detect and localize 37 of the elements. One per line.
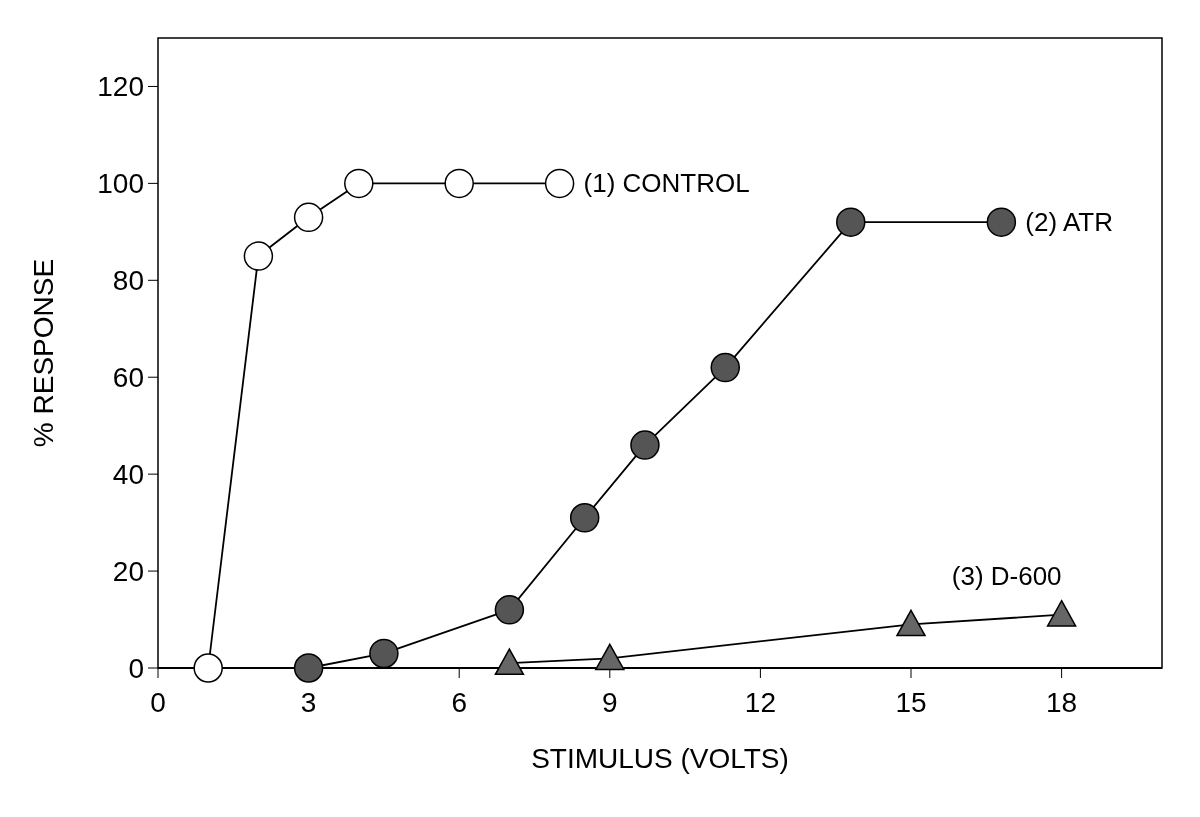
- x-tick-label: 6: [451, 687, 467, 718]
- point: [544, 168, 575, 199]
- point: [494, 648, 525, 676]
- point: [986, 207, 1017, 237]
- x-tick-label: 0: [150, 687, 166, 718]
- y-tick-label: 100: [97, 168, 144, 200]
- point: [710, 352, 741, 383]
- point: [193, 653, 223, 683]
- point: [293, 202, 324, 233]
- point: [896, 609, 926, 637]
- series-label: (2) ATR: [1025, 207, 1113, 238]
- x-tick-label: 3: [300, 687, 317, 718]
- point: [630, 430, 660, 460]
- series-label: (3) D-600: [951, 560, 1062, 591]
- y-axis-title: % RESPONSE: [28, 258, 59, 448]
- x-tick-label: 9: [602, 687, 618, 718]
- x-tick-label: 18: [1046, 687, 1078, 718]
- point: [494, 595, 525, 625]
- y-tick-label: 80: [112, 265, 144, 297]
- point: [293, 653, 324, 683]
- y-tick-label: 120: [97, 71, 144, 103]
- point: [369, 638, 399, 669]
- point: [344, 168, 374, 199]
- x-axis-title: STIMULUS (VOLTS): [531, 743, 789, 774]
- series-label: (1) CONTROL: [583, 168, 750, 199]
- point: [569, 503, 600, 533]
- point: [836, 207, 866, 237]
- point: [595, 643, 625, 671]
- point: [1046, 599, 1077, 627]
- x-tick-label: 12: [744, 687, 776, 718]
- y-tick-label: 40: [112, 459, 144, 491]
- y-tick-label: 60: [112, 362, 144, 394]
- x-tick-label: 15: [895, 687, 927, 718]
- y-tick-label: 20: [112, 556, 144, 588]
- point: [243, 241, 274, 271]
- point: [444, 168, 474, 199]
- y-tick-label: 0: [128, 653, 144, 684]
